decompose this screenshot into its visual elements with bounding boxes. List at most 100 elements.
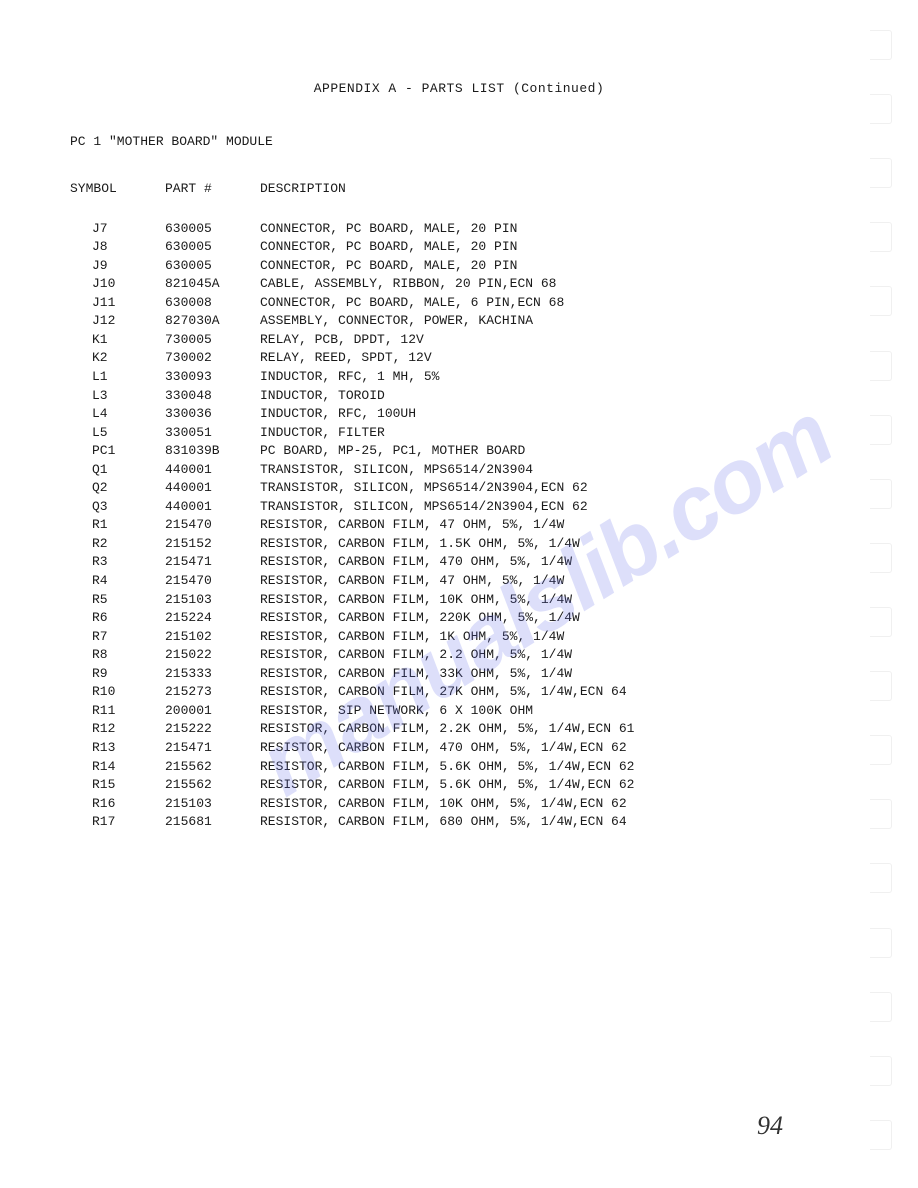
cell-symbol: K1 (70, 331, 165, 349)
cell-description: TRANSISTOR, SILICON, MPS6514/2N3904 (260, 461, 848, 479)
cell-part: 215471 (165, 553, 260, 571)
cell-description: RESISTOR, CARBON FILM, 1K OHM, 5%, 1/4W (260, 628, 848, 646)
cell-part: 330036 (165, 405, 260, 423)
table-row: R3215471RESISTOR, CARBON FILM, 470 OHM, … (70, 553, 848, 571)
edge-mark (870, 543, 892, 573)
cell-part: 215471 (165, 739, 260, 757)
cell-description: ASSEMBLY, CONNECTOR, POWER, KACHINA (260, 312, 848, 330)
cell-description: RESISTOR, CARBON FILM, 1.5K OHM, 5%, 1/4… (260, 535, 848, 553)
table-row: R5215103RESISTOR, CARBON FILM, 10K OHM, … (70, 591, 848, 609)
cell-part: 821045A (165, 275, 260, 293)
table-row: K1730005RELAY, PCB, DPDT, 12V (70, 331, 848, 349)
cell-part: 215470 (165, 516, 260, 534)
cell-symbol: R13 (70, 739, 165, 757)
table-row: R10215273RESISTOR, CARBON FILM, 27K OHM,… (70, 683, 848, 701)
cell-part: 215224 (165, 609, 260, 627)
edge-mark (870, 158, 892, 188)
cell-symbol: R8 (70, 646, 165, 664)
edge-mark (870, 607, 892, 637)
cell-symbol: L5 (70, 424, 165, 442)
cell-symbol: Q2 (70, 479, 165, 497)
cell-description: RESISTOR, CARBON FILM, 470 OHM, 5%, 1/4W (260, 553, 848, 571)
edge-mark (870, 415, 892, 445)
cell-symbol: PC1 (70, 442, 165, 460)
table-row: L1330093INDUCTOR, RFC, 1 MH, 5% (70, 368, 848, 386)
cell-part: 200001 (165, 702, 260, 720)
cell-description: RELAY, PCB, DPDT, 12V (260, 331, 848, 349)
table-row: Q2440001TRANSISTOR, SILICON, MPS6514/2N3… (70, 479, 848, 497)
edge-mark (870, 1056, 892, 1086)
table-row: K2730002RELAY, REED, SPDT, 12V (70, 349, 848, 367)
table-row: J8630005CONNECTOR, PC BOARD, MALE, 20 PI… (70, 238, 848, 256)
table-row: J9630005CONNECTOR, PC BOARD, MALE, 20 PI… (70, 257, 848, 275)
page-number: 94 (757, 1108, 783, 1143)
table-row: J10821045ACABLE, ASSEMBLY, RIBBON, 20 PI… (70, 275, 848, 293)
table-row: R9215333RESISTOR, CARBON FILM, 33K OHM, … (70, 665, 848, 683)
cell-description: RESISTOR, CARBON FILM, 680 OHM, 5%, 1/4W… (260, 813, 848, 831)
scan-edge-marks (870, 30, 900, 1150)
section-heading: PC 1 "MOTHER BOARD" MODULE (70, 133, 848, 151)
cell-symbol: K2 (70, 349, 165, 367)
table-row: R13215471RESISTOR, CARBON FILM, 470 OHM,… (70, 739, 848, 757)
cell-symbol: J11 (70, 294, 165, 312)
cell-symbol: R5 (70, 591, 165, 609)
cell-description: RESISTOR, CARBON FILM, 10K OHM, 5%, 1/4W (260, 591, 848, 609)
edge-mark (870, 286, 892, 316)
table-row: R15215562RESISTOR, CARBON FILM, 5.6K OHM… (70, 776, 848, 794)
cell-description: RESISTOR, CARBON FILM, 2.2 OHM, 5%, 1/4W (260, 646, 848, 664)
cell-description: RESISTOR, CARBON FILM, 5.6K OHM, 5%, 1/4… (260, 758, 848, 776)
table-row: L3330048INDUCTOR, TOROID (70, 387, 848, 405)
cell-description: RESISTOR, CARBON FILM, 47 OHM, 5%, 1/4W (260, 572, 848, 590)
cell-symbol: R4 (70, 572, 165, 590)
cell-symbol: J9 (70, 257, 165, 275)
cell-part: 330051 (165, 424, 260, 442)
table-row: R2215152RESISTOR, CARBON FILM, 1.5K OHM,… (70, 535, 848, 553)
table-row: R14215562RESISTOR, CARBON FILM, 5.6K OHM… (70, 758, 848, 776)
edge-mark (870, 992, 892, 1022)
cell-description: PC BOARD, MP-25, PC1, MOTHER BOARD (260, 442, 848, 460)
cell-description: CABLE, ASSEMBLY, RIBBON, 20 PIN,ECN 68 (260, 275, 848, 293)
cell-symbol: R2 (70, 535, 165, 553)
cell-part: 215022 (165, 646, 260, 664)
page-title: APPENDIX A - PARTS LIST (Continued) (70, 80, 848, 98)
cell-part: 630008 (165, 294, 260, 312)
edge-mark (870, 30, 892, 60)
cell-description: RESISTOR, CARBON FILM, 220K OHM, 5%, 1/4… (260, 609, 848, 627)
edge-mark (870, 928, 892, 958)
cell-part: 440001 (165, 461, 260, 479)
cell-part: 440001 (165, 498, 260, 516)
cell-description: RESISTOR, CARBON FILM, 5.6K OHM, 5%, 1/4… (260, 776, 848, 794)
cell-symbol: L1 (70, 368, 165, 386)
cell-part: 630005 (165, 238, 260, 256)
cell-part: 215103 (165, 591, 260, 609)
cell-symbol: R6 (70, 609, 165, 627)
edge-mark (870, 351, 892, 381)
cell-description: RESISTOR, CARBON FILM, 33K OHM, 5%, 1/4W (260, 665, 848, 683)
table-row: L5330051INDUCTOR, FILTER (70, 424, 848, 442)
table-row: R8215022RESISTOR, CARBON FILM, 2.2 OHM, … (70, 646, 848, 664)
cell-part: 215222 (165, 720, 260, 738)
table-row: R12215222RESISTOR, CARBON FILM, 2.2K OHM… (70, 720, 848, 738)
cell-description: CONNECTOR, PC BOARD, MALE, 6 PIN,ECN 68 (260, 294, 848, 312)
edge-mark (870, 799, 892, 829)
cell-part: 215102 (165, 628, 260, 646)
cell-symbol: R14 (70, 758, 165, 776)
parts-list-body: J7630005CONNECTOR, PC BOARD, MALE, 20 PI… (70, 220, 848, 831)
cell-part: 827030A (165, 312, 260, 330)
cell-part: 215103 (165, 795, 260, 813)
table-row: Q1440001TRANSISTOR, SILICON, MPS6514/2N3… (70, 461, 848, 479)
table-row: R6215224RESISTOR, CARBON FILM, 220K OHM,… (70, 609, 848, 627)
cell-symbol: R17 (70, 813, 165, 831)
edge-mark (870, 94, 892, 124)
cell-part: 330048 (165, 387, 260, 405)
cell-description: RESISTOR, CARBON FILM, 10K OHM, 5%, 1/4W… (260, 795, 848, 813)
table-row: J12827030AASSEMBLY, CONNECTOR, POWER, KA… (70, 312, 848, 330)
cell-symbol: R12 (70, 720, 165, 738)
cell-part: 440001 (165, 479, 260, 497)
cell-symbol: R9 (70, 665, 165, 683)
cell-part: 215333 (165, 665, 260, 683)
cell-description: TRANSISTOR, SILICON, MPS6514/2N3904,ECN … (260, 498, 848, 516)
cell-description: INDUCTOR, RFC, 1 MH, 5% (260, 368, 848, 386)
cell-part: 831039B (165, 442, 260, 460)
edge-mark (870, 1120, 892, 1150)
